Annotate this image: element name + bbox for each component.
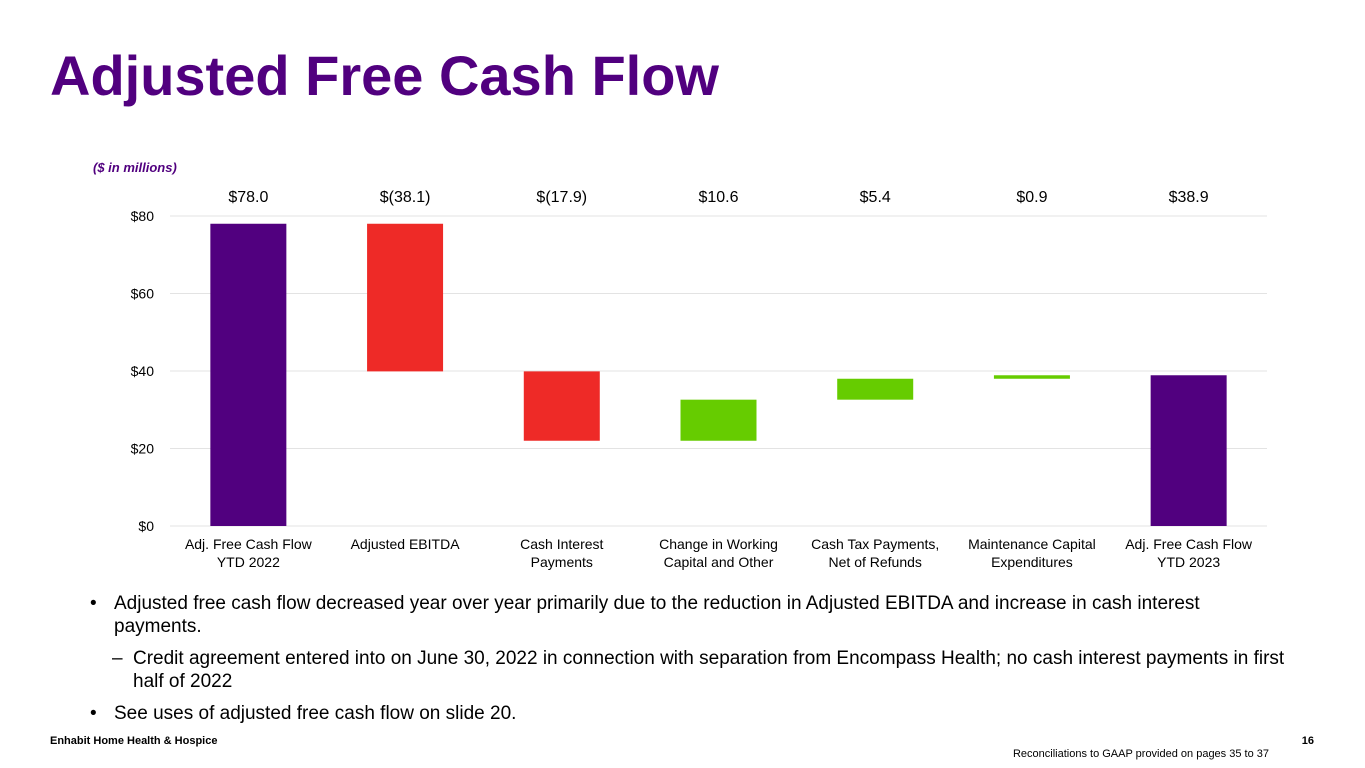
footer-reconciliation-note: Reconciliations to GAAP provided on page… [1012, 748, 1269, 760]
bullet-list: • Adjusted free cash flow decreased year… [90, 592, 1290, 734]
category-label: Expenditures [991, 554, 1073, 570]
bar-decrease [523, 371, 600, 441]
category-label: Maintenance Capital [968, 536, 1096, 552]
sub-bullet-text: Credit agreement entered into on June 30… [133, 648, 1285, 692]
category-label: Net of Refunds [829, 554, 922, 570]
bar-total [210, 223, 287, 526]
category-label: Adj. Free Cash Flow [185, 536, 313, 552]
y-tick-label: $80 [131, 208, 155, 224]
bar-increase [993, 375, 1070, 379]
value-label: $(38.1) [380, 189, 431, 206]
y-tick-label: $0 [138, 518, 154, 534]
category-label: Adjusted EBITDA [351, 536, 461, 552]
y-tick-label: $20 [131, 441, 155, 457]
bullet-text: Adjusted free cash flow decreased year o… [114, 593, 1200, 637]
category-label: Cash Interest [520, 536, 603, 552]
bar-decrease [367, 223, 444, 372]
value-label: $38.9 [1169, 189, 1209, 206]
value-label: $10.6 [698, 189, 738, 206]
bar-increase [837, 378, 914, 400]
category-label: Cash Tax Payments, [811, 536, 939, 552]
value-label: $(17.9) [536, 189, 587, 206]
category-label: Change in Working [659, 536, 778, 552]
waterfall-chart: $0 $20 $40 $60 $80 $78.0 Adj. Free Cash Flow YT… [131, 189, 1267, 570]
units-note: ($ in millions) [93, 160, 177, 175]
page-number: 16 [1301, 735, 1314, 747]
category-label: Payments [531, 554, 593, 570]
slide-title: Adjusted Free Cash Flow [50, 44, 719, 107]
category-label: YTD 2023 [1157, 554, 1220, 570]
bullet-item: • See uses of adjusted free cash flow on… [90, 702, 1290, 725]
y-tick-label: $40 [131, 363, 155, 379]
bullet-mark: • [90, 593, 97, 614]
value-label: $0.9 [1016, 189, 1047, 206]
value-label: $78.0 [228, 189, 268, 206]
sub-bullet-item: – Credit agreement entered into on June … [90, 647, 1290, 693]
bullet-text: See uses of adjusted free cash flow on s… [114, 703, 517, 724]
value-label: $5.4 [860, 189, 891, 206]
category-label: YTD 2022 [217, 554, 280, 570]
bar-increase [680, 399, 757, 441]
footer-company: Enhabit Home Health & Hospice [50, 735, 218, 747]
y-tick-label: $60 [131, 286, 155, 302]
category-label: Adj. Free Cash Flow [1125, 536, 1253, 552]
bar-total [1150, 375, 1227, 526]
category-label: Capital and Other [664, 554, 774, 570]
bullet-item: • Adjusted free cash flow decreased year… [90, 592, 1290, 638]
bullet-mark: • [90, 703, 97, 724]
sub-bullet-mark: – [112, 648, 123, 669]
